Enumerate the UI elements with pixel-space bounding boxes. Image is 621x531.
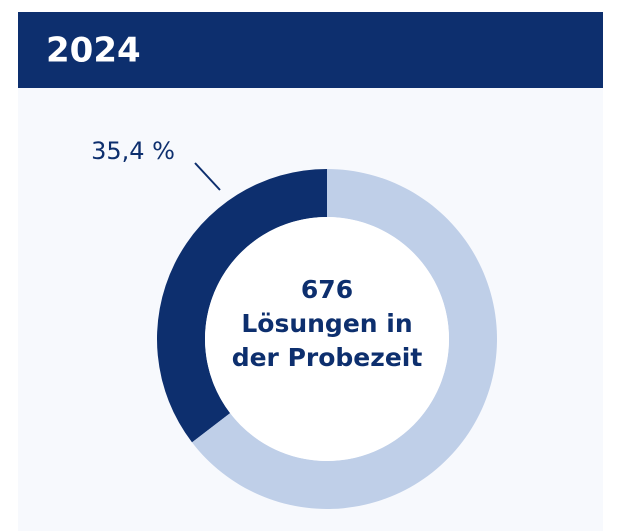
center-line: der Probezeit: [232, 343, 423, 372]
chart-title: 2024: [46, 31, 141, 71]
donut-segment: [192, 169, 498, 510]
center-line: Lösungen in: [241, 309, 412, 338]
center-value: 676: [301, 275, 353, 304]
value-label: 35,4 %: [91, 137, 175, 165]
header: [18, 12, 603, 88]
donut-hole: [205, 217, 449, 461]
donut-segment: [157, 169, 327, 443]
leader-line: [194, 162, 221, 191]
